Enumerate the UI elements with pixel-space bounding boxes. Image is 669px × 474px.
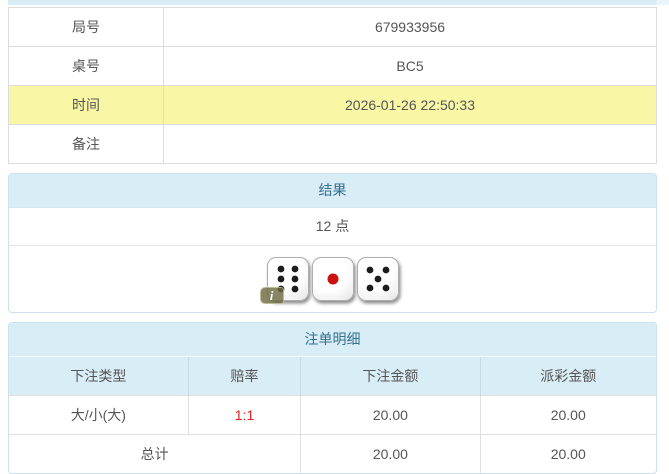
game-info-table: 局号 679933956 桌号 BC5 时间 2026-01-26 22:50:…: [8, 7, 657, 164]
total-label: 总计: [9, 434, 301, 473]
bet-type-header: 下注类型: [9, 357, 189, 396]
time-value: 2026-01-26 22:50:33: [163, 85, 657, 125]
bet-type-cell: 大/小(大): [9, 395, 189, 435]
result-panel: 结果 12 点 i: [8, 173, 657, 313]
dice-row: i: [9, 246, 656, 312]
bets-header-row: 下注类型 赔率 下注金额 派彩金额: [9, 357, 656, 396]
remark-value: [163, 124, 657, 164]
bet-amount-header: 下注金额: [300, 357, 480, 396]
odds-cell: 1:1: [187, 395, 301, 435]
die-icon: i: [259, 257, 309, 304]
table-row: 桌号 BC5: [8, 46, 657, 86]
table-id-label: 桌号: [8, 46, 164, 86]
bet-amount-cell: 20.00: [300, 395, 480, 435]
bet-row: 大/小(大) 1:1 20.00 20.00: [9, 395, 656, 435]
die-icon: [311, 257, 354, 301]
payout-cell: 20.00: [479, 395, 656, 435]
table-row: 局号 679933956: [8, 7, 657, 47]
top-strip-tail: [657, 0, 669, 5]
table-row: 时间 2026-01-26 22:50:33: [8, 85, 657, 125]
total-row: 总计 20.00 20.00: [9, 434, 656, 473]
remark-label: 备注: [8, 124, 164, 164]
bets-table: 下注类型 赔率 下注金额 派彩金额 大/小(大) 1:1 20.00 20.00…: [9, 357, 656, 473]
payout-header: 派彩金额: [479, 357, 656, 396]
total-bet-amount: 20.00: [300, 434, 480, 473]
die-icon: [356, 257, 399, 301]
time-label: 时间: [8, 85, 164, 125]
top-strip-main: [8, 0, 657, 5]
table-id-value: BC5: [163, 46, 657, 86]
info-icon[interactable]: i: [259, 287, 284, 304]
odds-header: 赔率: [187, 357, 301, 396]
game-id-value: 679933956: [163, 7, 657, 47]
table-row: 备注: [8, 124, 657, 164]
bets-panel-title: 注单明细: [9, 323, 656, 357]
bets-panel: 注单明细 下注类型 赔率 下注金额 派彩金额 大/小(大) 1:1 20.00 …: [8, 322, 657, 474]
game-id-label: 局号: [8, 7, 164, 47]
total-payout-amount: 20.00: [479, 434, 656, 473]
page-top-strip: [8, 0, 669, 5]
result-panel-title: 结果: [9, 174, 656, 208]
result-points: 12 点: [9, 208, 656, 246]
